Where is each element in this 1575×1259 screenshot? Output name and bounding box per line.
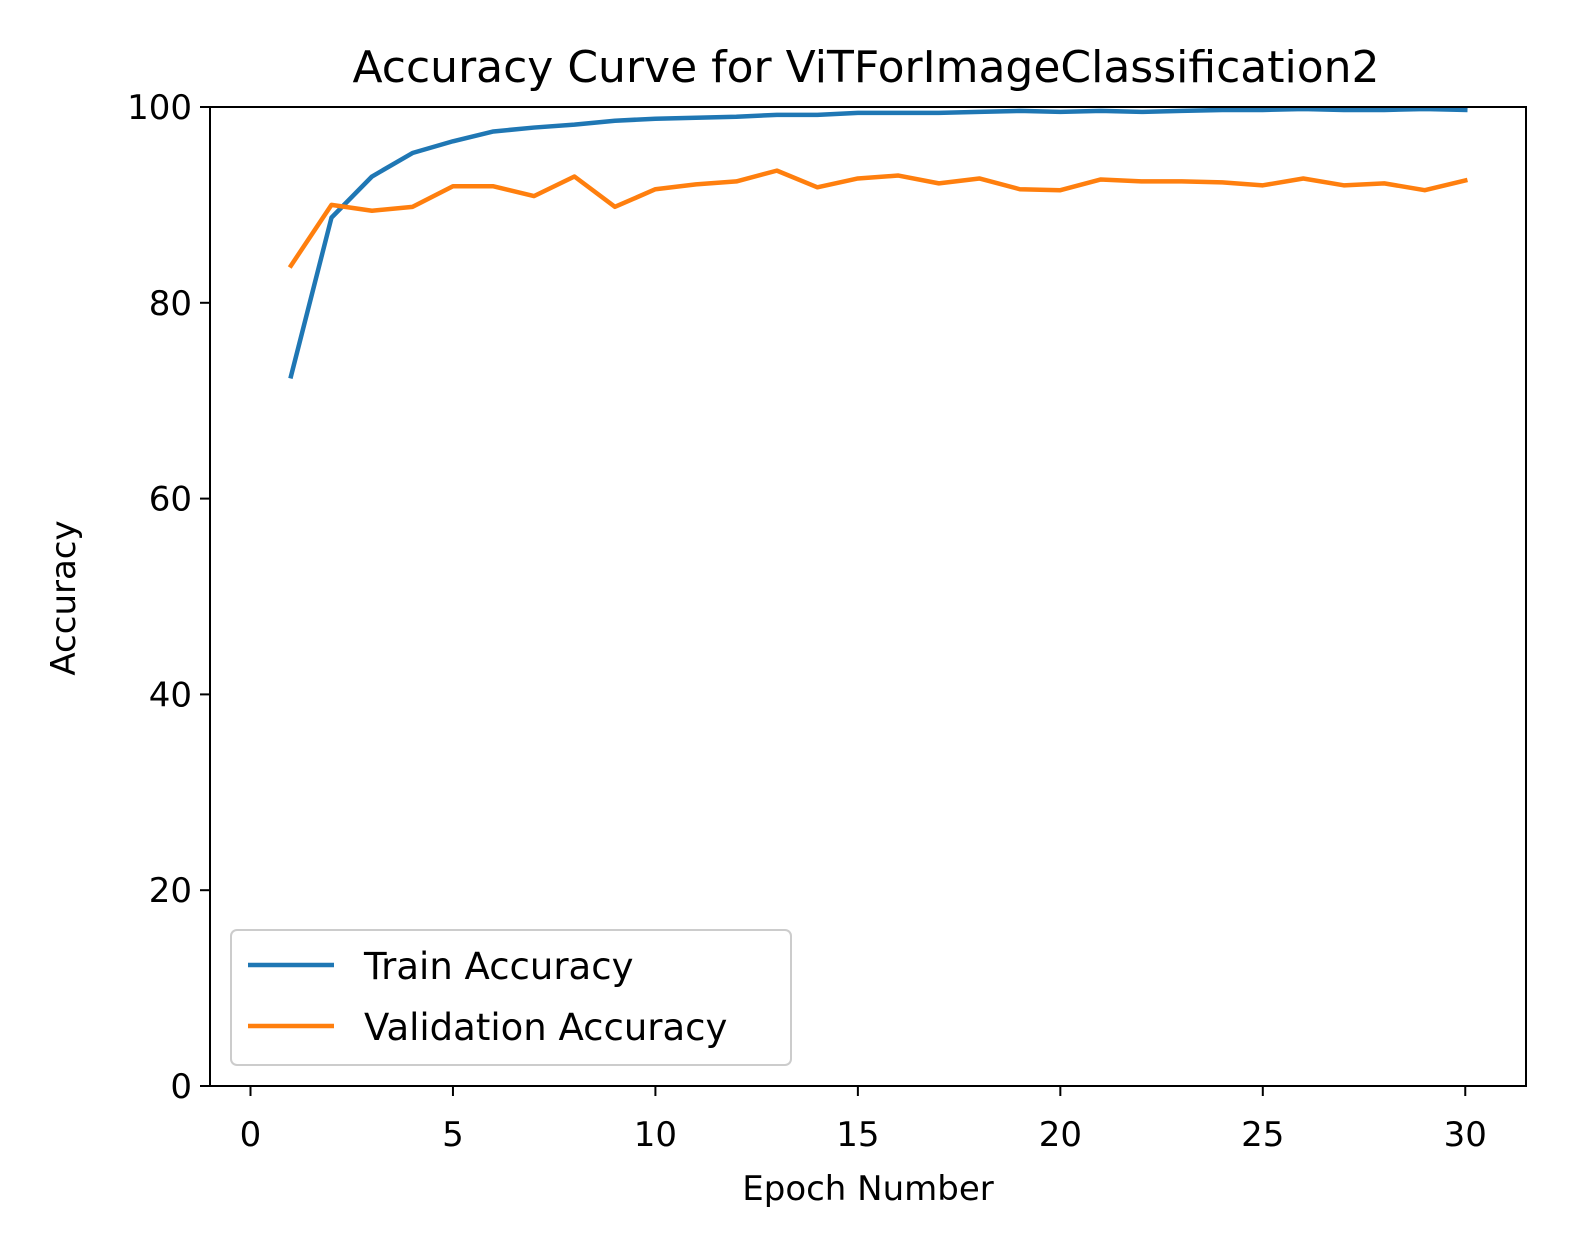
- y-tick-label: 60: [149, 480, 192, 520]
- x-tick-label: 25: [1241, 1115, 1284, 1155]
- series-layer: [287, 106, 1468, 379]
- legend-label-train-accuracy: Train Accuracy: [363, 945, 633, 988]
- x-tick-label: 0: [240, 1115, 262, 1155]
- x-tick-label: 10: [634, 1115, 677, 1155]
- plot-area-frame: [209, 106, 1527, 1087]
- y-tick-label: 40: [149, 675, 192, 715]
- x-tick-label: 20: [1039, 1115, 1082, 1155]
- series-line-train-accuracy: [288, 106, 1468, 379]
- x-tick-label: 30: [1444, 1115, 1487, 1155]
- y-tick-label: 0: [170, 1067, 192, 1107]
- y-axis-label: Accuracy: [44, 520, 84, 675]
- chart-title: Accuracy Curve for ViTForImageClassifica…: [352, 42, 1379, 93]
- x-axis-ticks: 0 5 10 15 20 25 30: [240, 1086, 1487, 1155]
- x-tick-label: 5: [442, 1115, 464, 1155]
- y-axis-ticks: 0 20 40 60 80 100: [127, 88, 210, 1107]
- legend-label-validation-accuracy: Validation Accuracy: [364, 1006, 727, 1049]
- y-tick-label: 100: [127, 88, 192, 128]
- legend: Train Accuracy Validation Accuracy: [230, 929, 792, 1066]
- y-tick-label: 80: [149, 284, 192, 324]
- x-axis-label: Epoch Number: [742, 1169, 994, 1209]
- series-line-validation-accuracy: [287, 168, 1468, 269]
- x-tick-label: 15: [836, 1115, 879, 1155]
- y-tick-label: 20: [149, 871, 192, 911]
- legend-box: [230, 929, 792, 1066]
